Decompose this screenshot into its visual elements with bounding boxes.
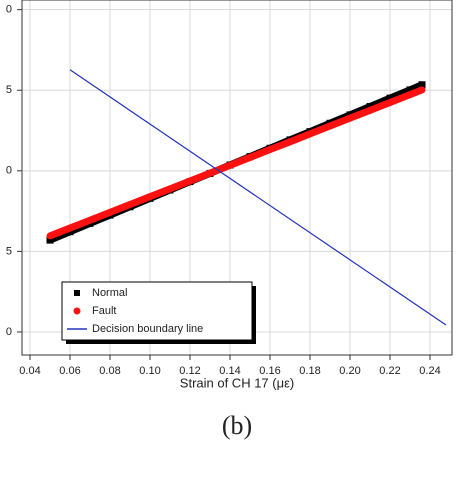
point-band: [48, 86, 424, 240]
point: [406, 86, 414, 94]
point: [418, 81, 426, 89]
x-tick-label: 0.20: [339, 365, 360, 377]
point: [166, 185, 174, 193]
point: [66, 224, 74, 232]
point: [146, 193, 154, 201]
point: [186, 177, 194, 185]
point: [326, 122, 334, 130]
x-tick-label: 0.18: [299, 365, 320, 377]
point: [86, 216, 94, 224]
legend-swatch: [74, 290, 80, 296]
x-tick-label: 0.04: [19, 365, 40, 377]
x-axis-label: Strain of CH 17 (με): [180, 375, 294, 390]
y-tick-label: 0: [6, 4, 12, 16]
plot-frame: [21, 0, 453, 356]
x-tick-label: 0.14: [219, 365, 240, 377]
point: [366, 103, 374, 111]
caption: (b): [222, 411, 252, 440]
x-tick-label: 0.24: [419, 365, 440, 377]
point: [106, 208, 114, 216]
legend: [61, 281, 253, 341]
legend-label: Normal: [92, 287, 127, 299]
x-tick-label: 0.12: [179, 365, 200, 377]
y-tick-label: 0: [6, 165, 12, 177]
x-tick-label: 0.22: [379, 365, 400, 377]
point: [206, 169, 214, 177]
point: [46, 236, 54, 244]
point: [226, 161, 234, 169]
legend-label: Fault: [92, 305, 116, 317]
point: [126, 200, 134, 208]
point: [46, 232, 54, 240]
legend-label: Decision boundary line: [92, 323, 203, 335]
x-tick-label: 0.08: [99, 365, 120, 377]
point: [306, 130, 314, 138]
y-tick-label: 5: [6, 84, 12, 96]
point: [286, 138, 294, 146]
x-tick-label: 0.10: [139, 365, 160, 377]
y-tick-label: 0: [6, 326, 12, 338]
point: [386, 98, 394, 106]
point: [366, 106, 374, 114]
point: [418, 86, 426, 94]
point: [346, 114, 354, 122]
point: [386, 94, 394, 102]
y-tick-label: 5: [6, 245, 12, 257]
point: [266, 146, 274, 154]
legend-swatch: [73, 307, 81, 315]
point: [406, 91, 414, 99]
x-tick-label: 0.06: [59, 365, 80, 377]
line: [69, 69, 447, 326]
x-tick-label: 0.16: [259, 365, 280, 377]
point: [246, 153, 254, 161]
